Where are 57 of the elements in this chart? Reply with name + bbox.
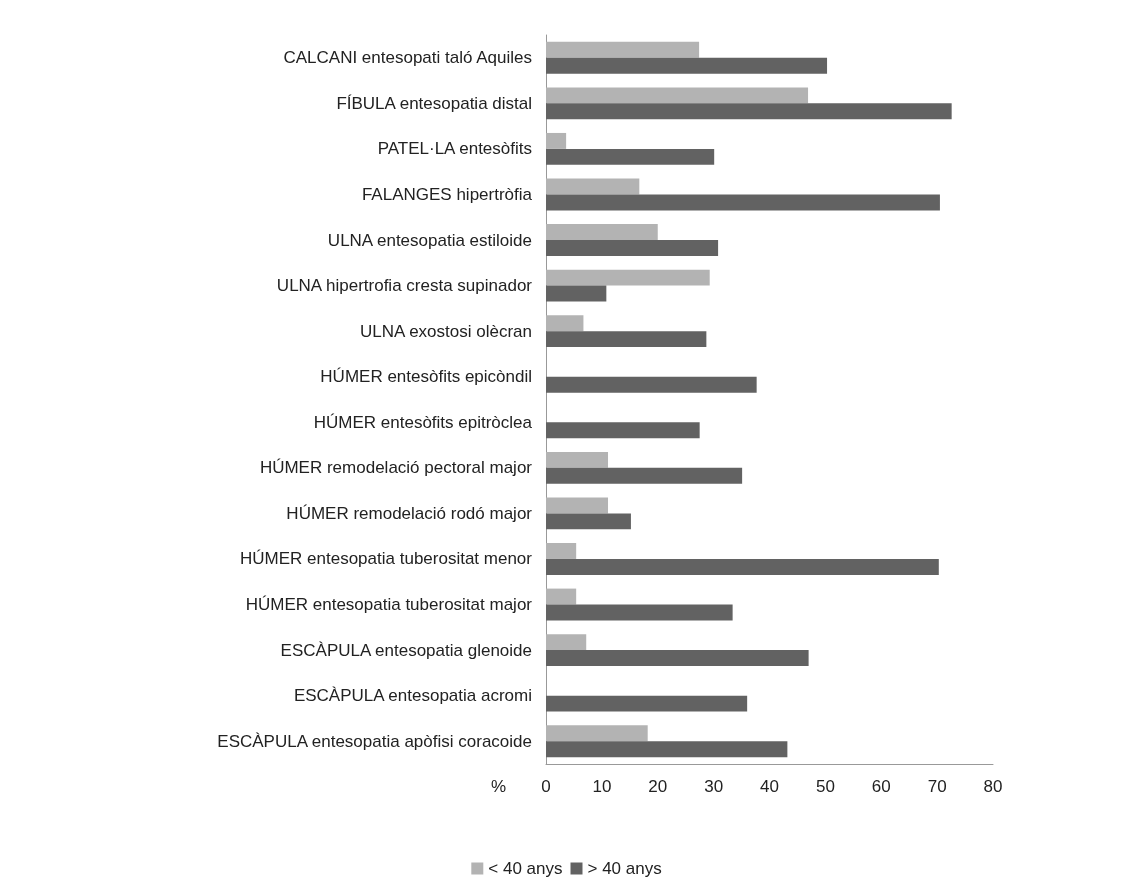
y-tick-label: ESCÀPULA entesopatia apòfisi coracoide: [217, 731, 532, 751]
x-tick-label: 60: [871, 777, 891, 796]
bar: [546, 194, 940, 211]
bar: [546, 87, 809, 104]
bar: [546, 132, 567, 149]
x-tick-label: 80: [983, 777, 1003, 796]
bar: [546, 285, 607, 302]
bar: [546, 725, 648, 742]
y-tick-label: ESCÀPULA entesopatia acromi: [293, 686, 532, 706]
y-tick-label: ULNA hipertrofia cresta supinador: [276, 276, 533, 296]
bar: [546, 634, 587, 651]
y-tick-label: ULNA entesopatia estiloide: [327, 230, 532, 250]
bar: [546, 604, 733, 621]
bar: [546, 543, 577, 559]
x-axis-title: %: [490, 777, 506, 796]
y-tick-label: PATEL·LA entesòfits: [377, 139, 532, 159]
legend-label: < 40 anys: [488, 859, 563, 878]
y-tick-label: HÚMER entesòfits epitròclea: [313, 412, 533, 432]
bar: [546, 315, 584, 332]
bar: [546, 331, 707, 348]
bar: [546, 148, 715, 165]
x-tick-label: 30: [704, 777, 724, 796]
bar: [546, 103, 952, 120]
y-tick-label: HÚMER remodelació rodó major: [286, 503, 533, 523]
bar: [546, 741, 788, 758]
bar: [546, 376, 757, 393]
bar: [546, 422, 700, 439]
x-tick-label: 0: [541, 777, 551, 796]
y-tick-label: HÚMER entesopatia tuberositat major: [245, 595, 533, 615]
bar: [546, 224, 658, 241]
bar: [546, 558, 939, 575]
x-tick-label: 70: [927, 777, 947, 796]
bar: [546, 57, 828, 74]
y-tick-label: ESCÀPULA entesopatia glenoide: [280, 640, 532, 660]
x-tick-label: 20: [648, 777, 668, 796]
bar: [546, 513, 631, 530]
bar: [546, 650, 809, 667]
bar: [546, 178, 640, 195]
x-tick-label: 10: [592, 777, 612, 796]
x-tick-label: 50: [815, 777, 835, 796]
bar: [546, 240, 719, 256]
legend-label: > 40 anys: [587, 859, 662, 878]
bar: [546, 695, 748, 712]
y-tick-label: HÚMER entesòfits epicòndil: [320, 367, 532, 387]
bar: [546, 588, 577, 605]
x-tick-label: 40: [760, 777, 779, 796]
y-tick-label: FÍBULA entesopatia distal: [336, 93, 532, 113]
y-tick-label: CALCANI entesopati taló Aquiles: [283, 48, 532, 68]
y-tick-label: ULNA exostosi olècran: [360, 321, 532, 341]
bar: [546, 41, 700, 58]
y-tick-label: HÚMER remodelació pectoral major: [259, 458, 533, 478]
bar: [546, 497, 609, 514]
bar: [546, 451, 609, 468]
y-tick-label: HÚMER entesopatia tuberositat menor: [240, 549, 533, 569]
bar: [546, 467, 743, 484]
y-tick-label: FALANGES hipertròfia: [361, 184, 533, 204]
bar: [546, 269, 710, 286]
